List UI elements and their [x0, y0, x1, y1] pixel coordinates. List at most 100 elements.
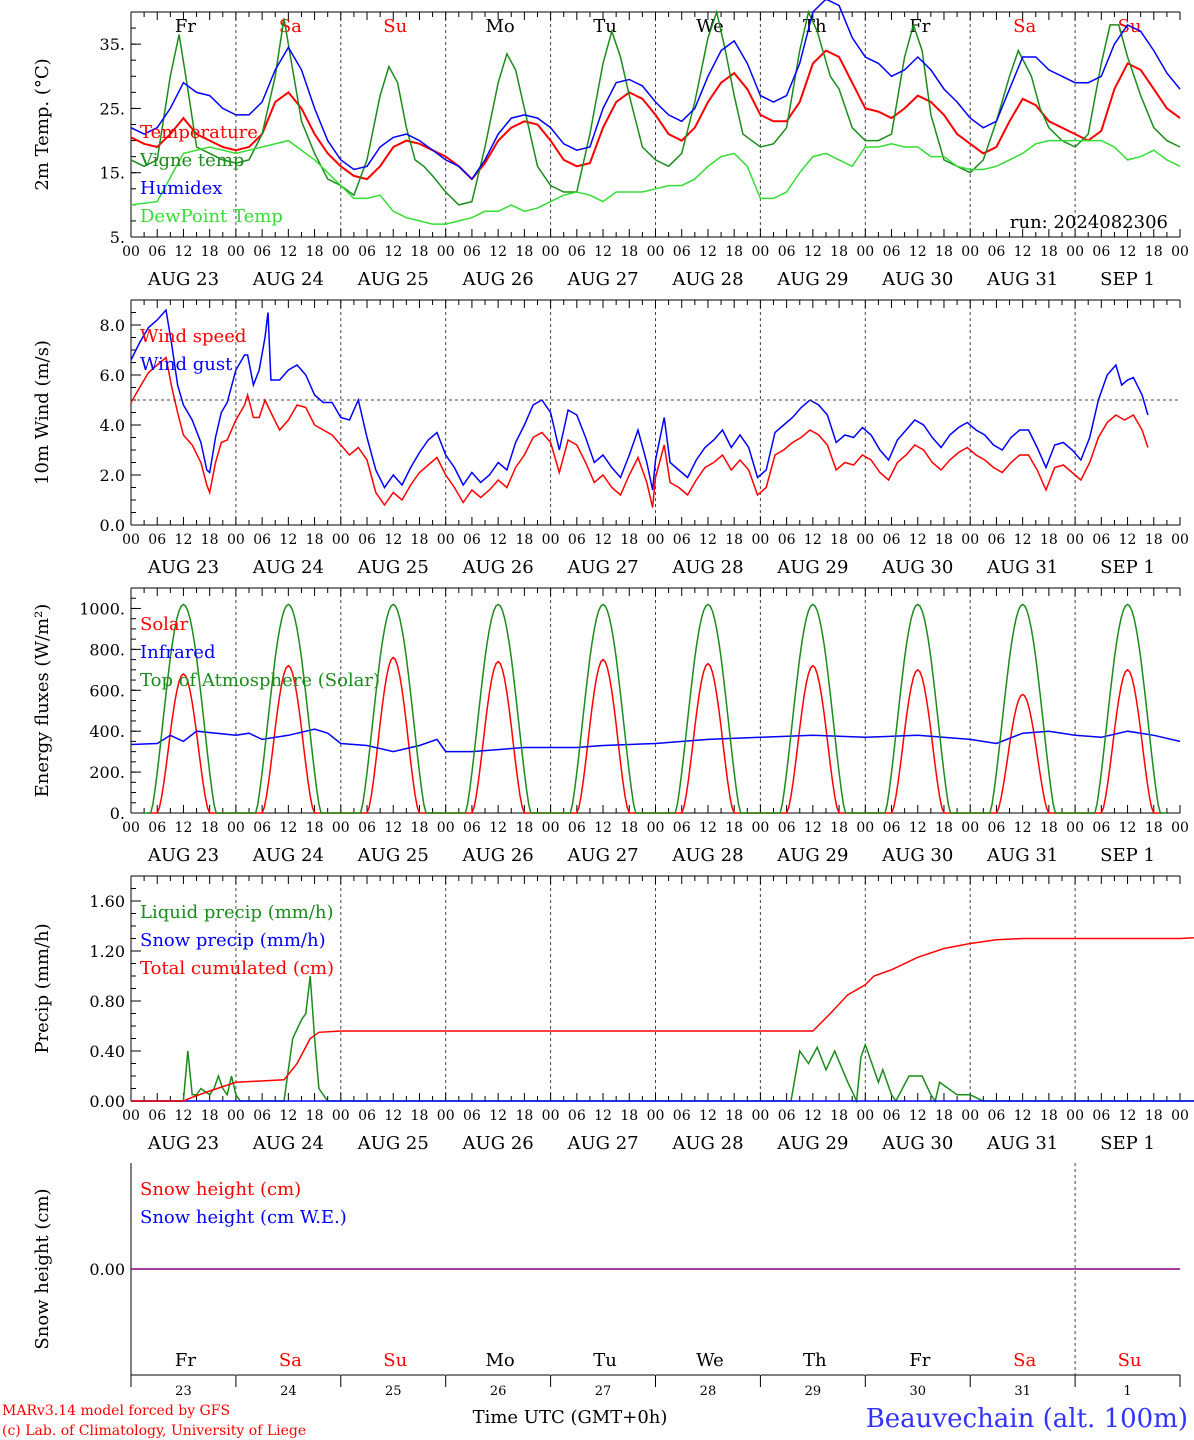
- hour-tick-label: 12: [699, 820, 717, 836]
- date-label: AUG 30: [881, 845, 953, 866]
- hour-tick-label: 12: [594, 244, 612, 260]
- y-tick-label: 15.: [100, 164, 125, 183]
- hour-tick-label: 00: [1066, 1108, 1084, 1124]
- hour-tick-label: 00: [751, 244, 769, 260]
- hour-tick-label: 06: [358, 532, 376, 548]
- weekday-label: Mo: [486, 1350, 515, 1371]
- hour-tick-label: 06: [988, 820, 1006, 836]
- hour-tick-label: 00: [1171, 1108, 1189, 1124]
- weekday-label: Sa: [279, 1350, 302, 1371]
- hour-tick-label: 12: [1119, 820, 1137, 836]
- day-number-label: 24: [280, 1384, 297, 1399]
- hour-tick-label: 18: [411, 820, 429, 836]
- hour-tick-label: 18: [515, 820, 533, 836]
- hour-tick-label: 18: [725, 244, 743, 260]
- legend-entry: Liquid precip (mm/h): [140, 902, 334, 923]
- hour-tick-label: 06: [568, 820, 586, 836]
- hour-tick-label: 06: [358, 244, 376, 260]
- hour-tick-label: 06: [673, 1108, 691, 1124]
- weekday-label: Fr: [175, 1350, 196, 1371]
- hour-tick-label: 06: [253, 820, 271, 836]
- y-tick-label: 25.: [100, 99, 125, 118]
- hour-tick-label: 06: [1092, 532, 1110, 548]
- hour-tick-label: 18: [201, 1108, 219, 1124]
- date-label: AUG 27: [566, 557, 638, 578]
- date-label: AUG 26: [462, 1133, 534, 1154]
- hour-tick-label: 12: [175, 1108, 193, 1124]
- hour-tick-label: 00: [332, 820, 350, 836]
- hour-tick-label: 12: [804, 244, 822, 260]
- hour-tick-label: 00: [542, 244, 560, 260]
- y-tick-label: 0.40: [89, 1042, 125, 1061]
- date-label: AUG 29: [776, 557, 848, 578]
- hour-tick-label: 00: [647, 820, 665, 836]
- hour-tick-label: 12: [489, 244, 507, 260]
- hour-tick-label: 18: [306, 820, 324, 836]
- hour-tick-label: 12: [909, 532, 927, 548]
- legend-entry: Snow height (cm W.E.): [140, 1207, 347, 1228]
- hour-tick-label: 06: [463, 1108, 481, 1124]
- hour-tick-label: 12: [1119, 1108, 1137, 1124]
- hour-tick-label: 12: [1014, 532, 1032, 548]
- hour-tick-label: 00: [332, 244, 350, 260]
- y-tick-label: 0.: [110, 804, 125, 823]
- date-label: AUG 30: [881, 1133, 953, 1154]
- hour-tick-label: 06: [148, 532, 166, 548]
- hour-tick-label: 18: [201, 820, 219, 836]
- hour-tick-label: 06: [988, 244, 1006, 260]
- legend-entry: Humidex: [140, 178, 222, 199]
- credit-line-1: MARv3.14 model forced by GFS: [2, 1403, 230, 1419]
- y-tick-label: 0.00: [89, 1260, 125, 1279]
- hour-tick-label: 12: [175, 532, 193, 548]
- series-line-humidex: [130, 0, 1181, 181]
- hour-tick-label: 00: [961, 1108, 979, 1124]
- y-axis-label: Energy fluxes (W/m²): [32, 604, 53, 798]
- series-line-vigne-temp: [130, 9, 1181, 206]
- hour-tick-label: 06: [883, 532, 901, 548]
- legend-entry: Snow height (cm): [140, 1179, 301, 1200]
- hour-tick-label: 12: [804, 1108, 822, 1124]
- date-label: AUG 25: [357, 1133, 429, 1154]
- hour-tick-label: 00: [227, 1108, 245, 1124]
- series-line-liquid-precip-mm-h-: [131, 975, 1194, 1104]
- weekday-label: Tu: [593, 1350, 617, 1371]
- series-line-wind-gust: [130, 308, 1149, 491]
- day-number-label: 1: [1123, 1384, 1131, 1399]
- hour-tick-label: 18: [1040, 532, 1058, 548]
- date-label: AUG 23: [147, 1133, 219, 1154]
- hour-tick-label: 06: [1092, 820, 1110, 836]
- date-label: AUG 29: [776, 845, 848, 866]
- hour-tick-label: 12: [804, 820, 822, 836]
- hour-tick-label: 06: [673, 820, 691, 836]
- hour-tick-label: 12: [909, 244, 927, 260]
- date-label: AUG 31: [986, 269, 1058, 290]
- hour-tick-label: 06: [253, 532, 271, 548]
- hour-tick-label: 00: [751, 532, 769, 548]
- hour-tick-label: 06: [883, 244, 901, 260]
- date-label: AUG 24: [252, 845, 324, 866]
- hour-tick-label: 18: [935, 1108, 953, 1124]
- day-number-label: 25: [385, 1384, 402, 1399]
- hour-tick-label: 00: [647, 244, 665, 260]
- y-tick-label: 2.0: [100, 466, 125, 485]
- hour-tick-label: 18: [935, 244, 953, 260]
- weekday-label: Su: [383, 1350, 407, 1371]
- series-line-temperature: [130, 49, 1181, 181]
- x-axis-title: Time UTC (GMT+0h): [473, 1407, 668, 1428]
- legend-entry: Wind speed: [140, 326, 246, 347]
- y-axis-label: Precip (mm/h): [32, 923, 53, 1053]
- date-label: AUG 26: [462, 557, 534, 578]
- hour-tick-label: 06: [778, 532, 796, 548]
- date-label: AUG 27: [566, 845, 638, 866]
- legend-entry: Vigne temp: [139, 150, 244, 171]
- hour-tick-label: 00: [227, 820, 245, 836]
- hour-tick-label: 00: [227, 532, 245, 548]
- hour-tick-label: 00: [1171, 532, 1189, 548]
- hour-tick-label: 18: [411, 532, 429, 548]
- hour-tick-label: 00: [1066, 532, 1084, 548]
- hour-tick-label: 06: [988, 532, 1006, 548]
- hour-tick-label: 00: [122, 532, 140, 548]
- date-label: AUG 31: [986, 557, 1058, 578]
- date-label: AUG 24: [252, 557, 324, 578]
